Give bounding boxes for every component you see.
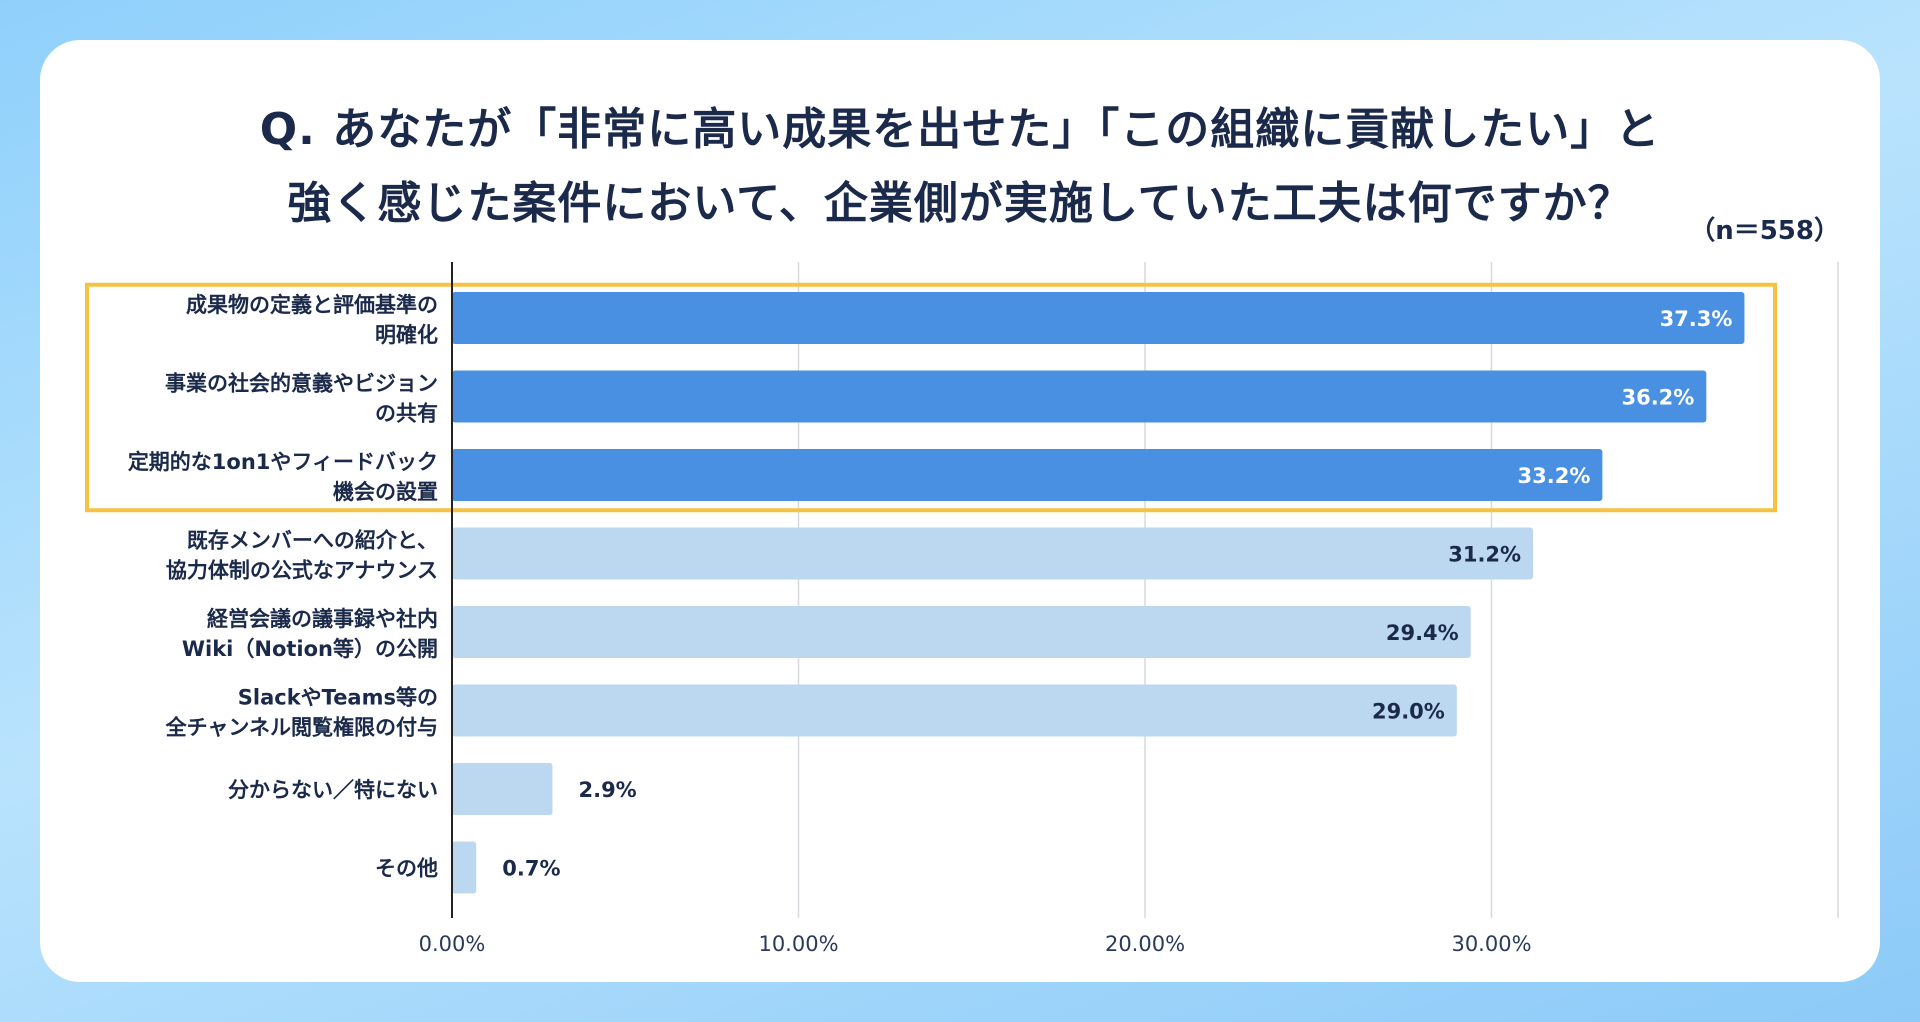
bar bbox=[452, 292, 1745, 344]
bar bbox=[452, 370, 1707, 423]
highlight-box bbox=[85, 282, 1777, 513]
x-tick-label: 20.00% bbox=[1105, 932, 1185, 956]
data-label: 29.0% bbox=[1372, 700, 1445, 724]
sample-size-label: （n＝558） bbox=[1689, 216, 1840, 246]
data-label: 33.2% bbox=[1518, 464, 1591, 488]
category-label: 定期的な1on1やフィードバック機会の設置 bbox=[128, 450, 438, 504]
bar bbox=[452, 449, 1603, 501]
chart-title-line-1: Q. あなたが「非常に高い成果を出せた」「この組織に貢献したい」と bbox=[259, 104, 1661, 155]
category-label: 成果物の定義と評価基準の明確化 bbox=[186, 293, 438, 347]
category-label: 分からない／特にない bbox=[228, 778, 438, 802]
bar bbox=[452, 527, 1534, 580]
x-tick-label: 0.00% bbox=[419, 932, 486, 956]
bar bbox=[452, 606, 1471, 658]
category-label: 既存メンバーへの紹介と、協力体制の公式なアナウンス bbox=[166, 529, 438, 583]
bar bbox=[452, 841, 477, 894]
bar bbox=[452, 763, 553, 815]
chart-title-line-2: 強く感じた案件において、企業側が実施していた工夫は何ですか？ bbox=[287, 178, 1633, 229]
category-label: 事業の社会的意義やビジョンの共有 bbox=[165, 372, 438, 426]
data-label: 29.4% bbox=[1386, 621, 1459, 645]
category-label: SlackやTeams等の全チャンネル閲覧権限の付与 bbox=[165, 686, 438, 740]
category-label: その他 bbox=[375, 857, 438, 881]
bar bbox=[452, 684, 1457, 737]
data-label: 0.7% bbox=[502, 857, 560, 881]
x-tick-label: 10.00% bbox=[758, 932, 838, 956]
x-tick-label: 30.00% bbox=[1451, 932, 1531, 956]
data-label: 31.2% bbox=[1448, 543, 1521, 567]
data-label: 37.3% bbox=[1660, 307, 1733, 331]
category-label: 経営会議の議事録や社内 Wiki（Notion等）の公開 bbox=[182, 607, 438, 661]
data-label: 36.2% bbox=[1621, 386, 1694, 410]
data-label: 2.9% bbox=[578, 778, 636, 802]
